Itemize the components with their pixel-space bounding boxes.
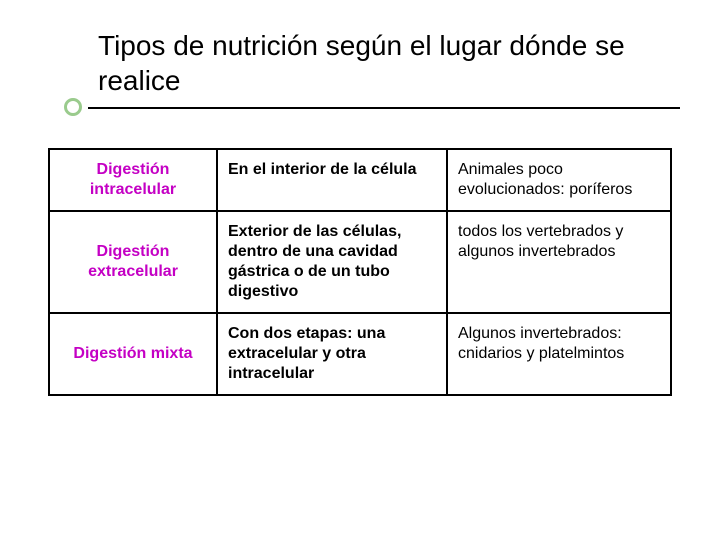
table-body: Digestión intracelularEn el interior de … xyxy=(49,149,671,395)
cell-type: Digestión intracelular xyxy=(49,149,217,211)
cell-where: Con dos etapas: una extracelular y otra … xyxy=(217,313,447,395)
nutrition-types-table: Digestión intracelularEn el interior de … xyxy=(48,148,672,396)
cell-where: Exterior de las células, dentro de una c… xyxy=(217,211,447,313)
cell-where: En el interior de la célula xyxy=(217,149,447,211)
table-row: Digestión intracelularEn el interior de … xyxy=(49,149,671,211)
cell-examples: todos los vertebrados y algunos inverteb… xyxy=(447,211,671,313)
cell-type: Digestión extracelular xyxy=(49,211,217,313)
cell-examples: Animales poco evolucionados: poríferos xyxy=(447,149,671,211)
title-rule xyxy=(98,104,680,122)
page-title: Tipos de nutrición según el lugar dónde … xyxy=(98,28,680,98)
cell-type: Digestión mixta xyxy=(49,313,217,395)
title-block: Tipos de nutrición según el lugar dónde … xyxy=(98,28,680,122)
cell-examples: Algunos invertebrados: cnidarios y plate… xyxy=(447,313,671,395)
table-row: Digestión mixtaCon dos etapas: una extra… xyxy=(49,313,671,395)
table-row: Digestión extracelularExterior de las cé… xyxy=(49,211,671,313)
bullet-ring-icon xyxy=(64,98,82,116)
title-underline xyxy=(88,107,680,109)
